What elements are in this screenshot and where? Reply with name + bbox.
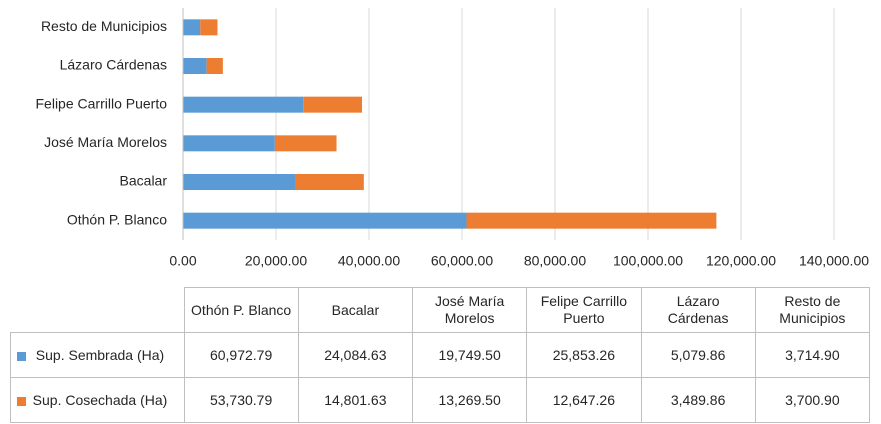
bar-segment xyxy=(274,135,337,152)
value-cell: 5,079.86 xyxy=(640,332,756,378)
header-row: Othón P. Blanco Bacalar José María Morelos… xyxy=(10,287,871,333)
bar-segment xyxy=(183,135,275,152)
y-tick-label: Lázaro Cárdenas xyxy=(60,57,167,73)
legend-cell: Sup. Cosechada (Ha) xyxy=(10,377,185,423)
bar-segment xyxy=(183,96,304,113)
bar-segment xyxy=(206,58,223,74)
legend-cell: Sup. Sembrada (Ha) xyxy=(10,332,185,378)
header-cell: Othón P. Blanco xyxy=(183,287,299,333)
data-table: Othón P. Blanco Bacalar José María Morelos… xyxy=(10,287,871,423)
series-row: Sup. Cosechada (Ha) 53,730.79 14,801.63 13,… xyxy=(10,377,871,423)
header-cell: José María Morelos xyxy=(411,287,528,333)
bar-segment xyxy=(183,19,201,36)
chart: 0.00 20,000.00 40,000.00 60,000.00 80,000.00… xyxy=(36,8,869,269)
x-tick-label: 120,000.00 xyxy=(706,253,776,269)
header-cell: Resto de Municipios xyxy=(754,287,871,333)
corner xyxy=(10,287,185,333)
value-cell: 3,700.90 xyxy=(754,377,871,423)
legend-swatch xyxy=(17,351,26,361)
value-cell: 13,269.50 xyxy=(411,377,528,423)
x-tick-label: 20,000.00 xyxy=(245,253,307,269)
legend-label: Sup. Sembrada (Ha) xyxy=(35,346,165,363)
y-tick-label: Felipe Carrillo Puerto xyxy=(36,95,168,111)
series-row: Sup. Sembrada (Ha) 60,972.79 24,084.63 19,7… xyxy=(10,332,871,378)
header-cell: Felipe Carrillo Puerto xyxy=(526,287,642,333)
value-cell: 3,489.86 xyxy=(640,377,756,423)
header-cell: Lázaro Cárdenas xyxy=(640,287,756,333)
bar-segment xyxy=(183,212,467,229)
value-cell: 24,084.63 xyxy=(297,332,414,378)
header-cell: Bacalar xyxy=(297,287,414,333)
x-tick-label: 100,000.00 xyxy=(613,253,683,269)
y-tick-label: José María Morelos xyxy=(44,134,167,150)
y-tick-label: Othón P. Blanco xyxy=(67,211,167,227)
bar-segment xyxy=(183,174,295,190)
legend-entry: Sup. Sembrada (Ha) xyxy=(17,347,180,364)
x-tick-label: 140,000.00 xyxy=(799,253,869,269)
bar-segment xyxy=(200,19,218,36)
legend-entry: Sup. Cosechada (Ha) xyxy=(17,392,180,409)
x-tick-label: 80,000.00 xyxy=(524,253,586,269)
value-cell: 25,853.26 xyxy=(526,332,642,378)
y-tick-label: Resto de Municipios xyxy=(41,18,167,34)
value-cell: 60,972.79 xyxy=(183,332,299,378)
legend-swatch xyxy=(17,396,26,406)
x-tick-label: 60,000.00 xyxy=(431,253,493,269)
x-tick-label: 0.00 xyxy=(169,253,196,269)
value-cell: 53,730.79 xyxy=(183,377,299,423)
y-tick-label: Bacalar xyxy=(120,173,168,189)
legend-label: Sup. Cosechada (Ha) xyxy=(32,391,168,408)
value-cell: 14,801.63 xyxy=(297,377,414,423)
value-cell: 3,714.90 xyxy=(754,332,871,378)
bar-segment xyxy=(183,58,207,74)
x-tick-label: 40,000.00 xyxy=(338,253,400,269)
value-cell: 19,749.50 xyxy=(411,332,528,378)
bar-segment xyxy=(466,212,717,229)
value-cell: 12,647.26 xyxy=(526,377,642,423)
bar-segment xyxy=(303,96,363,113)
bar-segment xyxy=(294,174,364,190)
